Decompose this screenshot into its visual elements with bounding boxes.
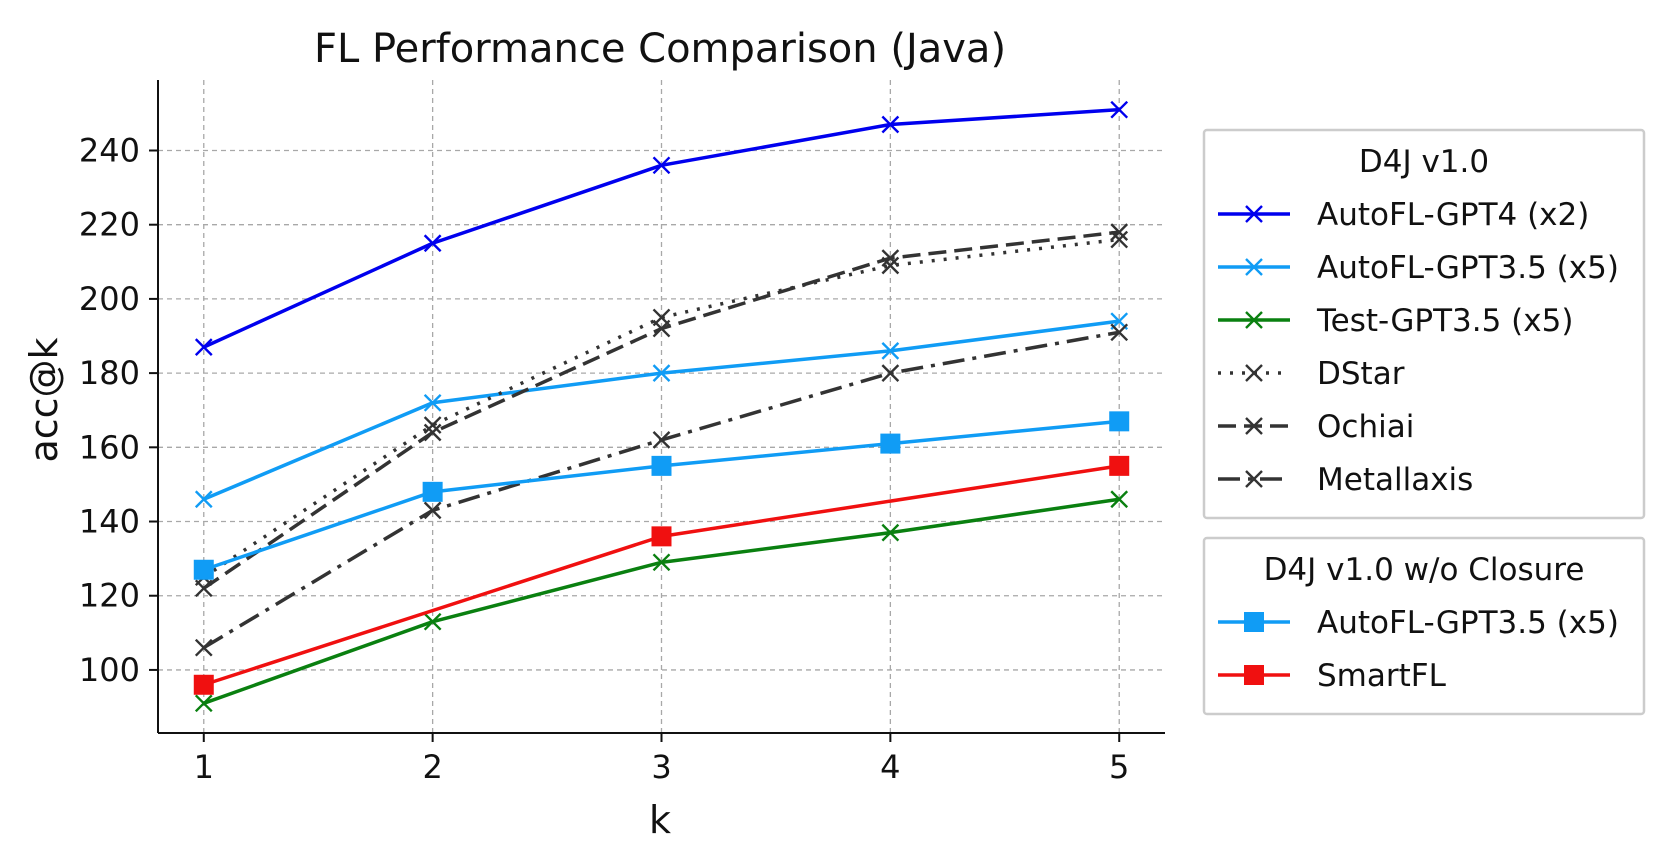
legend-marker-autofl-gpt3-5-x5 (1244, 612, 1264, 632)
y-tick-label: 240 (79, 131, 140, 169)
data-point-autofl-gpt3-5-x5 (1109, 411, 1130, 432)
data-point-ochiai (881, 249, 900, 267)
grid (158, 80, 1165, 733)
data-point-smartfl (651, 526, 672, 547)
data-point-metallaxis (1110, 323, 1129, 342)
legend-label-metallaxis: Metallaxis (1317, 462, 1473, 498)
data-point-autofl-gpt3-5-x5 (651, 455, 672, 476)
legend-label-ochiai: Ochiai (1317, 409, 1414, 445)
legend-label-smartfl: SmartFL (1317, 658, 1447, 694)
data-point-smartfl (1109, 455, 1130, 476)
legend-label-autofl-gpt3-5-x5: AutoFL-GPT3.5 (x5) (1317, 605, 1619, 641)
legend-title: D4J v1.0 (1359, 144, 1489, 180)
data-point-autofl-gpt3-5-x5 (193, 559, 214, 580)
legend-title: D4J v1.0 w/o Closure (1264, 552, 1585, 588)
legend-marker-smartfl (1244, 665, 1264, 685)
data-point-autofl-gpt3-5-x5 (194, 490, 213, 509)
legend-marker-autofl-gpt4-x2 (1245, 205, 1263, 223)
y-tick-label: 120 (79, 577, 140, 615)
legend-box (1202, 536, 1646, 716)
data-point-test-gpt3-5-x5 (194, 694, 213, 713)
data-point-autofl-gpt3-5-x5 (422, 481, 443, 502)
x-tick-label: 2 (422, 748, 442, 786)
x-tick-label: 4 (880, 748, 900, 786)
data-point-metallaxis (652, 431, 671, 449)
data-point-autofl-gpt4-x2 (1110, 100, 1129, 119)
data-point-metallaxis (881, 364, 900, 382)
data-point-smartfl (193, 674, 214, 695)
y-tick-label: 200 (79, 280, 140, 318)
legend-label-autofl-gpt3-5-x5: AutoFL-GPT3.5 (x5) (1317, 250, 1619, 286)
series (193, 100, 1130, 713)
data-point-autofl-gpt3-5-x5 (880, 433, 901, 454)
legend-marker-test-gpt3-5-x5 (1245, 311, 1263, 329)
legend: D4J v1.0 AutoFL-GPT4 (x2) AutoFL-GPT3.5 (x… (1202, 128, 1646, 716)
chart-title: FL Performance Comparison (Java) (314, 26, 1006, 72)
data-point-autofl-gpt3-5-x5 (423, 393, 442, 412)
data-point-test-gpt3-5-x5 (652, 553, 671, 572)
data-point-ochiai (652, 319, 671, 338)
data-point-autofl-gpt3-5-x5 (881, 341, 900, 360)
data-point-ochiai (194, 579, 213, 598)
data-point-autofl-gpt3-5-x5 (652, 364, 671, 382)
data-point-autofl-gpt4-x2 (652, 156, 671, 175)
legend-box (1202, 128, 1646, 520)
y-tick-label: 180 (79, 354, 140, 392)
legend-marker-autofl-gpt3-5-x5 (1245, 258, 1263, 276)
legend-marker-dstar (1245, 364, 1263, 382)
y-axis-label: acc@k (22, 337, 66, 462)
x-tick-label: 1 (194, 748, 214, 786)
data-point-autofl-gpt4-x2 (423, 234, 442, 253)
data-point-test-gpt3-5-x5 (1110, 490, 1129, 509)
y-tick-label: 140 (79, 503, 140, 541)
legend-label-test-gpt3-5-x5: Test-GPT3.5 (x5) (1316, 303, 1573, 339)
data-point-metallaxis (423, 501, 442, 520)
x-axis-label: k (649, 798, 671, 842)
axes: 1 2 3 4 5 100 120 140 160 180 200 220 240 (79, 80, 1165, 786)
data-point-ochiai (1110, 223, 1129, 241)
data-point-autofl-gpt4-x2 (194, 338, 213, 356)
x-tick-label: 3 (651, 748, 671, 786)
legend-marker-ochiai (1245, 417, 1263, 435)
data-point-ochiai (423, 423, 442, 442)
data-point-test-gpt3-5-x5 (423, 612, 442, 631)
legend-label-dstar: DStar (1317, 356, 1405, 392)
y-tick-label: 220 (79, 206, 140, 244)
legend-marker-metallaxis (1245, 470, 1263, 488)
data-point-dstar (423, 416, 442, 434)
data-point-metallaxis (194, 638, 213, 657)
y-tick-label: 100 (79, 651, 140, 689)
data-point-test-gpt3-5-x5 (881, 523, 900, 542)
legend-label-autofl-gpt4-x2: AutoFL-GPT4 (x2) (1317, 197, 1589, 233)
y-tick-label: 160 (79, 428, 140, 466)
x-tick-label: 5 (1109, 748, 1129, 786)
data-point-autofl-gpt4-x2 (881, 115, 900, 134)
